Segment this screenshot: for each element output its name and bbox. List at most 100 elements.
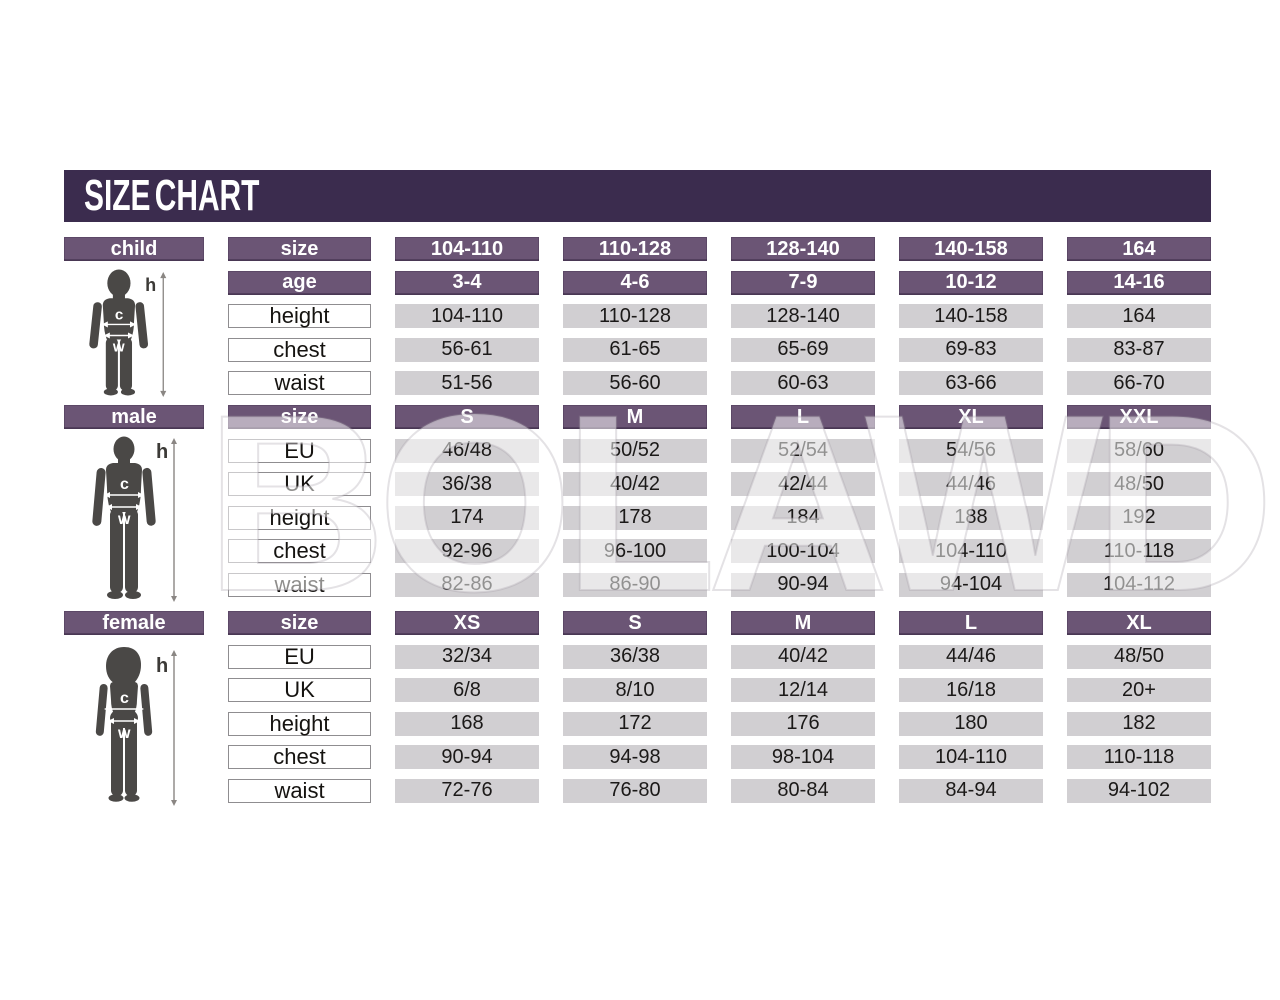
value-cell: 63-66 <box>899 371 1043 395</box>
value-cell: 61-65 <box>563 337 707 362</box>
waist-label: w <box>117 511 131 528</box>
page-title: SIZE CHART <box>84 171 260 220</box>
value-cell: 168 <box>395 711 539 736</box>
row-label-chest: chest <box>228 337 371 362</box>
value-cell: 7-9 <box>731 270 875 295</box>
row-label-waist: waist <box>228 778 371 803</box>
value-cell: 174 <box>395 505 539 530</box>
value-cell: XXL <box>1067 405 1211 429</box>
chest-label: c <box>120 476 129 493</box>
value-cell: 12/14 <box>731 678 875 702</box>
value-cell: 60-63 <box>731 371 875 395</box>
value-cell: 90-94 <box>395 745 539 769</box>
value-cell: 98-104 <box>731 745 875 769</box>
value-cell: 128-140 <box>731 304 875 328</box>
row-label-size: size <box>228 405 371 429</box>
section-name-bar-male: male <box>64 405 204 429</box>
value-cell: 110-118 <box>1067 539 1211 563</box>
value-cell: 10-12 <box>899 270 1043 295</box>
value-cell: 46/48 <box>395 438 539 463</box>
row-label-height: height <box>228 505 371 530</box>
value-cell: 140-158 <box>899 237 1043 261</box>
row-label-chest: chest <box>228 538 371 563</box>
row-label-waist: waist <box>228 572 371 597</box>
section-female: female size XS S M L XL EU 32/34 36/38 40/42 44/46 4… <box>64 611 1211 803</box>
row-label-chest: chest <box>228 744 371 769</box>
value-cell: 40/42 <box>731 644 875 669</box>
value-cell: 69-83 <box>899 337 1043 362</box>
value-cell: 80-84 <box>731 778 875 803</box>
row-label-size: size <box>228 611 371 635</box>
value-cell: 52/54 <box>731 438 875 463</box>
value-cell: 182 <box>1067 711 1211 736</box>
value-cell: M <box>563 405 707 429</box>
value-cell: 14-16 <box>1067 270 1211 295</box>
value-cell: 178 <box>563 505 707 530</box>
value-cell: 4-6 <box>563 270 707 295</box>
value-cell: 58/60 <box>1067 438 1211 463</box>
value-cell: XL <box>1067 611 1211 635</box>
value-cell: L <box>731 405 875 429</box>
value-cell: 184 <box>731 505 875 530</box>
value-cell: 86-90 <box>563 572 707 597</box>
value-cell: 140-158 <box>899 304 1043 328</box>
value-cell: 94-98 <box>563 745 707 769</box>
value-cell: 110-128 <box>563 237 707 261</box>
value-cell: 20+ <box>1067 678 1211 702</box>
value-cell: 72-76 <box>395 778 539 803</box>
value-cell: 192 <box>1067 505 1211 530</box>
title-banner: SIZE CHART <box>64 170 1211 222</box>
value-cell: 66-70 <box>1067 371 1211 395</box>
row-label-height: height <box>228 711 371 736</box>
value-cell: 54/56 <box>899 438 1043 463</box>
row-label-height: height <box>228 303 371 328</box>
value-cell: 100-104 <box>731 539 875 563</box>
row-label-EU: EU <box>228 644 371 669</box>
value-cell: 48/50 <box>1067 644 1211 669</box>
row-label-UK: UK <box>228 471 371 496</box>
height-label: h <box>156 655 168 677</box>
value-cell: 65-69 <box>731 337 875 362</box>
value-cell: XS <box>395 611 539 635</box>
value-cell: 51-56 <box>395 371 539 395</box>
value-cell: XL <box>899 405 1043 429</box>
female-figure-icon: h c w <box>95 647 177 806</box>
value-cell: 76-80 <box>563 778 707 803</box>
child-figure-icon: h c w <box>89 269 167 397</box>
chest-label: c <box>120 690 129 707</box>
value-cell: 8/10 <box>563 678 707 702</box>
chest-label: c <box>115 306 123 323</box>
value-cell: 16/18 <box>899 678 1043 702</box>
row-label-UK: UK <box>228 677 371 702</box>
value-cell: 96-100 <box>563 539 707 563</box>
value-cell: 3-4 <box>395 270 539 295</box>
value-cell: 56-61 <box>395 337 539 362</box>
value-cell: 172 <box>563 711 707 736</box>
value-cell: 36/38 <box>563 644 707 669</box>
value-cell: 83-87 <box>1067 337 1211 362</box>
value-cell: 90-94 <box>731 572 875 597</box>
value-cell: M <box>731 611 875 635</box>
waist-label: w <box>112 339 125 356</box>
value-cell: 6/8 <box>395 678 539 702</box>
value-cell: S <box>395 405 539 429</box>
value-cell: 56-60 <box>563 371 707 395</box>
row-label-age: age <box>228 270 371 295</box>
value-cell: 164 <box>1067 237 1211 261</box>
height-label: h <box>156 441 168 463</box>
value-cell: 48/50 <box>1067 472 1211 496</box>
value-cell: 44/46 <box>899 472 1043 496</box>
height-label: h <box>145 275 156 295</box>
value-cell: 84-94 <box>899 778 1043 803</box>
row-label-EU: EU <box>228 438 371 463</box>
value-cell: 42/44 <box>731 472 875 496</box>
value-cell: 110-128 <box>563 304 707 328</box>
value-cell: S <box>563 611 707 635</box>
value-cell: 92-96 <box>395 539 539 563</box>
section-name-bar-child: child <box>64 237 204 261</box>
value-cell: 104-112 <box>1067 572 1211 597</box>
value-cell: 50/52 <box>563 438 707 463</box>
value-cell: L <box>899 611 1043 635</box>
row-label-size: size <box>228 237 371 261</box>
